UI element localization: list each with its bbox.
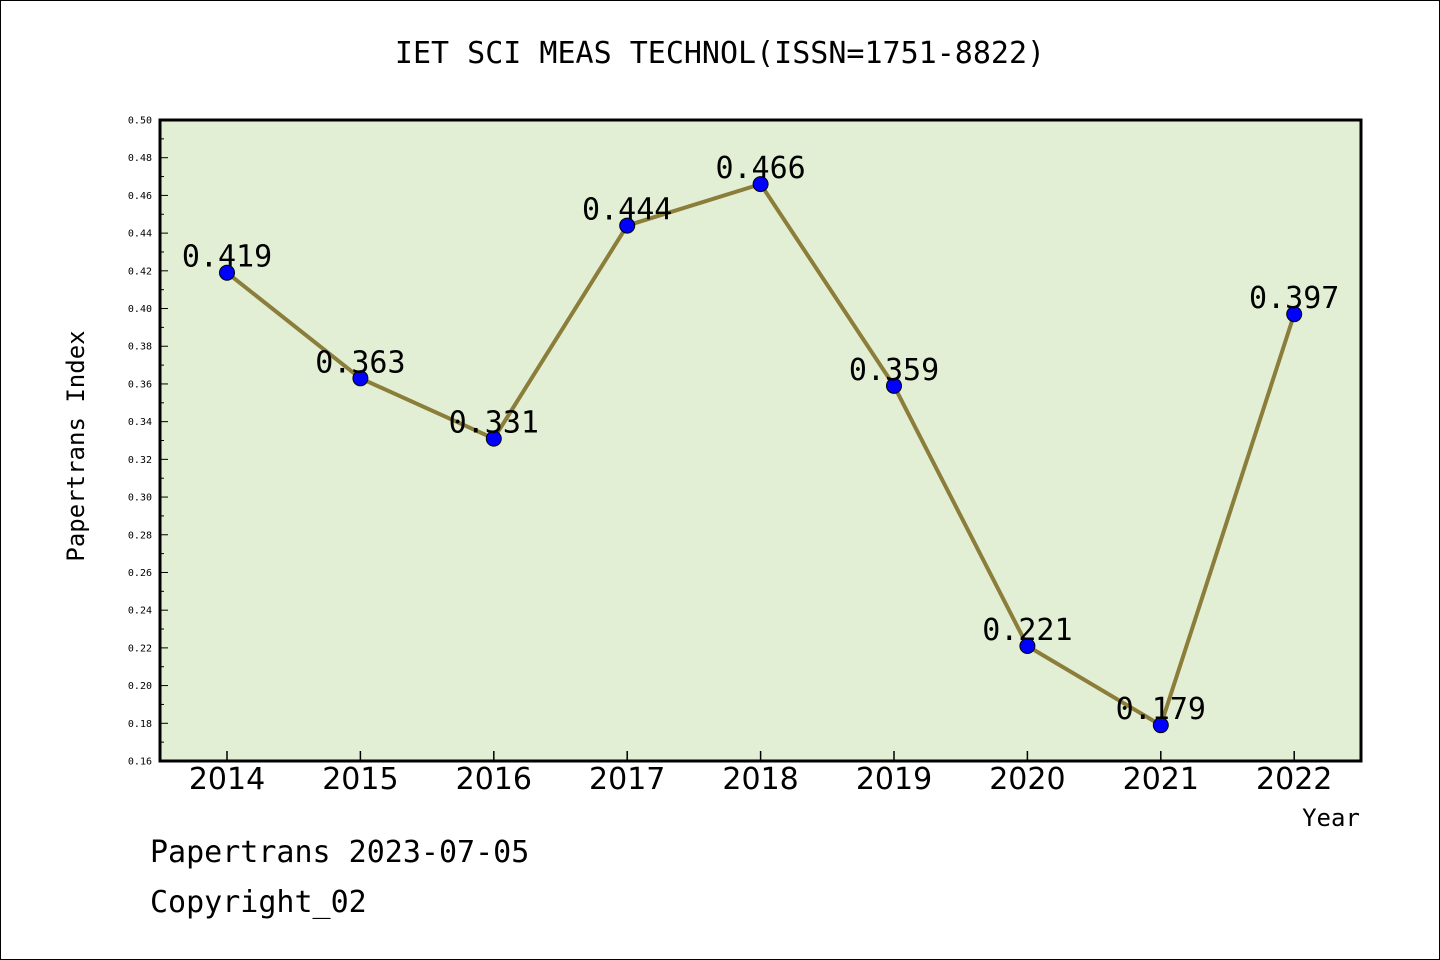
y-tick-label: 0.36 — [128, 379, 152, 390]
data-point — [485, 430, 502, 447]
y-tick-label: 0.38 — [128, 342, 152, 353]
data-point — [219, 264, 235, 281]
data-point — [1286, 306, 1303, 323]
footer-date: Papertrans 2023-07-05 — [150, 835, 530, 870]
x-tick-label: 2017 — [589, 762, 665, 797]
y-tick-label: 0.18 — [128, 719, 152, 730]
y-tick-label: 0.50 — [128, 116, 152, 127]
y-tick-label: 0.42 — [128, 266, 152, 277]
y-tick-label: 0.26 — [128, 568, 152, 579]
plot-border — [158, 118, 1363, 763]
data-label: 0.466 — [715, 151, 805, 186]
x-tick-label: 2020 — [989, 762, 1065, 797]
data-point — [352, 370, 369, 387]
data-label: 0.179 — [1116, 692, 1206, 727]
data-label: 0.359 — [849, 353, 939, 388]
x-axis-label: Year — [1302, 804, 1360, 832]
footer-copyright: Copyright_02 — [150, 885, 367, 920]
x-tick-label: 2021 — [1123, 762, 1199, 797]
x-tick-label: 2022 — [1256, 762, 1332, 797]
data-label: 0.444 — [582, 193, 672, 228]
plot-area — [160, 120, 1361, 761]
data-point — [1152, 717, 1169, 734]
x-tick-label: 2019 — [856, 762, 932, 797]
y-tick-label: 0.24 — [128, 606, 152, 617]
y-tick-label: 0.16 — [128, 757, 152, 768]
data-point — [619, 217, 636, 234]
y-tick-label: 0.22 — [128, 643, 152, 654]
y-tick-label: 0.44 — [128, 229, 152, 240]
y-tick-label: 0.34 — [128, 417, 152, 428]
y-tick-label: 0.48 — [128, 153, 152, 164]
data-point — [886, 377, 902, 394]
data-label: 0.363 — [315, 345, 405, 380]
data-label: 0.419 — [182, 240, 272, 275]
y-tick-label: 0.32 — [128, 455, 152, 466]
y-tick-label: 0.46 — [128, 191, 152, 202]
y-tick-label: 0.30 — [128, 493, 152, 504]
data-point — [1019, 637, 1036, 654]
x-tick-label: 2018 — [722, 762, 798, 797]
x-tick-label: 2016 — [456, 762, 532, 797]
data-label: 0.331 — [449, 406, 539, 441]
chart-title: IET SCI MEAS TECHNOL(ISSN=1751-8822) — [394, 36, 1046, 71]
x-tick-label: 2015 — [322, 762, 398, 797]
data-label: 0.397 — [1249, 281, 1339, 316]
y-tick-label: 0.40 — [128, 304, 152, 315]
y-tick-label: 0.20 — [128, 681, 152, 692]
y-axis-label: Papertrans Index — [62, 330, 90, 561]
y-tick-label: 0.28 — [128, 530, 152, 541]
data-label: 0.221 — [982, 613, 1072, 648]
data-point — [752, 176, 769, 193]
x-tick-label: 2014 — [189, 762, 265, 797]
